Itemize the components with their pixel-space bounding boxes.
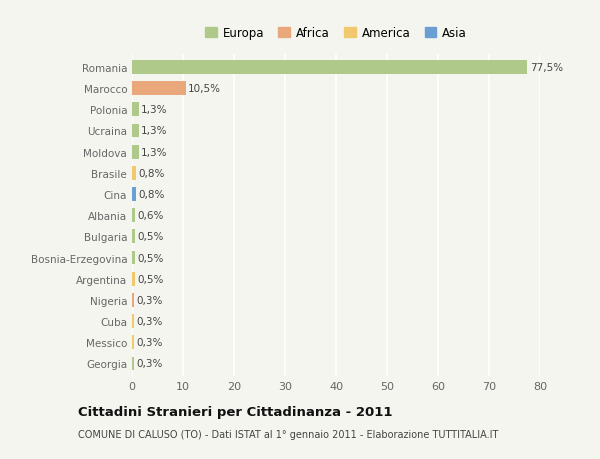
Text: Cittadini Stranieri per Cittadinanza - 2011: Cittadini Stranieri per Cittadinanza - 2…	[78, 405, 392, 419]
Bar	[132, 103, 139, 117]
Text: 0,3%: 0,3%	[136, 337, 163, 347]
Text: 0,3%: 0,3%	[136, 358, 163, 369]
Text: 0,8%: 0,8%	[139, 190, 165, 200]
Text: 10,5%: 10,5%	[188, 84, 221, 94]
Text: 77,5%: 77,5%	[530, 63, 563, 73]
Text: 0,3%: 0,3%	[136, 316, 163, 326]
Bar	[132, 167, 136, 180]
Text: COMUNE DI CALUSO (TO) - Dati ISTAT al 1° gennaio 2011 - Elaborazione TUTTITALIA.: COMUNE DI CALUSO (TO) - Dati ISTAT al 1°…	[78, 429, 499, 439]
Bar	[132, 124, 139, 138]
Text: 0,5%: 0,5%	[137, 253, 163, 263]
Bar	[132, 357, 134, 370]
Bar	[132, 251, 134, 265]
Bar	[132, 293, 134, 307]
Bar	[132, 209, 135, 223]
Bar	[132, 61, 527, 75]
Bar	[132, 188, 136, 202]
Text: 1,3%: 1,3%	[141, 147, 167, 157]
Bar	[132, 314, 134, 328]
Text: 1,3%: 1,3%	[141, 126, 167, 136]
Bar	[132, 230, 134, 244]
Text: 0,8%: 0,8%	[139, 168, 165, 179]
Text: 0,5%: 0,5%	[137, 274, 163, 284]
Bar	[132, 146, 139, 159]
Text: 0,5%: 0,5%	[137, 232, 163, 242]
Text: 0,3%: 0,3%	[136, 295, 163, 305]
Bar	[132, 336, 134, 349]
Legend: Europa, Africa, America, Asia: Europa, Africa, America, Asia	[200, 22, 472, 45]
Text: 1,3%: 1,3%	[141, 105, 167, 115]
Text: 0,6%: 0,6%	[137, 211, 164, 221]
Bar	[132, 272, 134, 286]
Bar	[132, 82, 185, 96]
